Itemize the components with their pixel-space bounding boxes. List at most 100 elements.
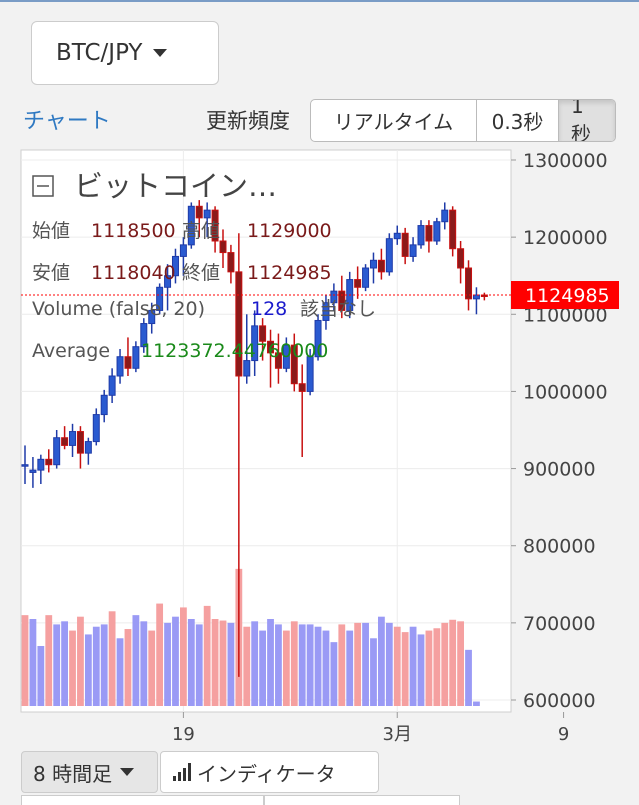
caret-down-icon (152, 49, 167, 57)
y-tick-label: 1000000 (523, 381, 608, 403)
volume-bar (441, 622, 449, 706)
candle-body (330, 290, 338, 304)
chart-link[interactable]: チャート (23, 109, 111, 134)
volume-bar (346, 630, 354, 706)
volume-bar (132, 615, 140, 706)
candle-body (76, 431, 84, 454)
candle-body (298, 383, 306, 392)
volume-bar (322, 630, 330, 706)
volume-bar (378, 616, 385, 706)
volume-bar (124, 629, 132, 706)
volume-bar (164, 622, 171, 706)
candle-body (425, 225, 433, 242)
price-badge-text: 1124985 (525, 285, 610, 307)
volume-bar (140, 621, 148, 706)
price-badge-bg (511, 281, 619, 310)
volume-bar (172, 616, 179, 706)
price-chart[interactable]: 1300000 1200000 1100000 1000000 900000 800000… (0, 148, 639, 748)
bar-chart-icon (173, 763, 191, 781)
legend-high-label: 高値 (182, 220, 220, 242)
candle-body (53, 437, 61, 466)
candle-body (179, 244, 187, 257)
interval-0-3s-button[interactable]: 0.3秒 (476, 100, 558, 141)
candle-body (354, 279, 362, 288)
x-axis: 19 3月 9 (172, 712, 569, 745)
candle-body (322, 302, 330, 321)
candle-body (92, 414, 100, 443)
candle-body (393, 232, 401, 240)
volume-bar (227, 622, 235, 706)
volume-bar (203, 605, 211, 706)
volume-bar (275, 624, 282, 706)
candle-body (306, 356, 314, 392)
legend-title: ビットコイン… (74, 169, 277, 203)
volume-bar (298, 624, 306, 706)
volume-bar (259, 630, 266, 706)
volume-bar (61, 621, 68, 706)
candle-body (45, 458, 53, 466)
update-frequency-label: 更新頻度 (206, 109, 290, 133)
y-tick-label: 1300000 (523, 150, 608, 172)
legend-average-label: Average (32, 340, 110, 362)
candle-body (21, 464, 29, 467)
legend-low-value: 1118040 (91, 262, 176, 284)
candle-body (282, 344, 290, 369)
volume-bar (195, 624, 203, 706)
candle-body (132, 346, 140, 369)
legend-volume-label: Volume (false, 20) (32, 298, 205, 320)
indicator-button[interactable]: インディケータ (160, 751, 379, 793)
tab-stub-left (21, 795, 264, 805)
volume-bar (473, 701, 480, 706)
volume-bar (211, 619, 219, 706)
legend-low-label: 安値 (32, 262, 70, 284)
pair-select-button[interactable]: BTC/JPY (31, 21, 219, 85)
candle-body (369, 259, 377, 269)
timeframe-select-button[interactable]: 8 時間足 (21, 751, 158, 793)
volume-bar (84, 634, 92, 706)
candle-body (338, 290, 346, 311)
candle-body (156, 286, 164, 311)
caret-down-icon (120, 768, 135, 776)
volume-bar (457, 621, 464, 706)
legend-volume-value: 128 (251, 298, 287, 320)
legend-open-label: 始値 (32, 220, 70, 242)
y-tick-label: 700000 (523, 613, 596, 635)
volume-bar (219, 620, 227, 706)
collapse-icon[interactable] (32, 175, 54, 197)
candle-body (243, 360, 251, 377)
x-tick-label: 19 (172, 724, 195, 745)
volume-bar (449, 619, 457, 706)
legend-volume-na: 該当なし (300, 298, 376, 320)
volume-bar (29, 619, 37, 706)
candle-body (203, 209, 211, 219)
candle-body (251, 325, 259, 362)
volume-bar (330, 642, 338, 706)
volume-bar (100, 624, 108, 706)
volume-bar (45, 615, 53, 706)
volume-bars (21, 568, 480, 706)
candle-body (401, 232, 409, 257)
volume-bar (417, 634, 425, 706)
volume-bar (267, 619, 274, 706)
candle-body (124, 356, 132, 369)
last-price-badge: 1124985 (511, 281, 619, 310)
candle-body (290, 344, 298, 385)
top-border (0, 0, 639, 2)
volume-bar (314, 626, 322, 706)
candle-body (362, 267, 370, 288)
volume-bar (156, 603, 164, 706)
candle-body (195, 205, 203, 219)
interval-1s-button[interactable]: 1秒 (558, 100, 615, 141)
volume-bar (251, 621, 259, 706)
volume-bar (148, 630, 156, 706)
candle-body (100, 394, 108, 416)
volume-bar (362, 622, 369, 706)
candle-body (108, 375, 116, 396)
candle-body (314, 319, 322, 358)
volume-bar (187, 619, 195, 706)
interval-realtime-button[interactable]: リアルタイム (333, 110, 454, 134)
legend-average-value: 1123372.44760000 (141, 340, 328, 362)
candle-body (171, 255, 179, 277)
volume-bar (180, 607, 187, 706)
candle-body (164, 275, 172, 288)
